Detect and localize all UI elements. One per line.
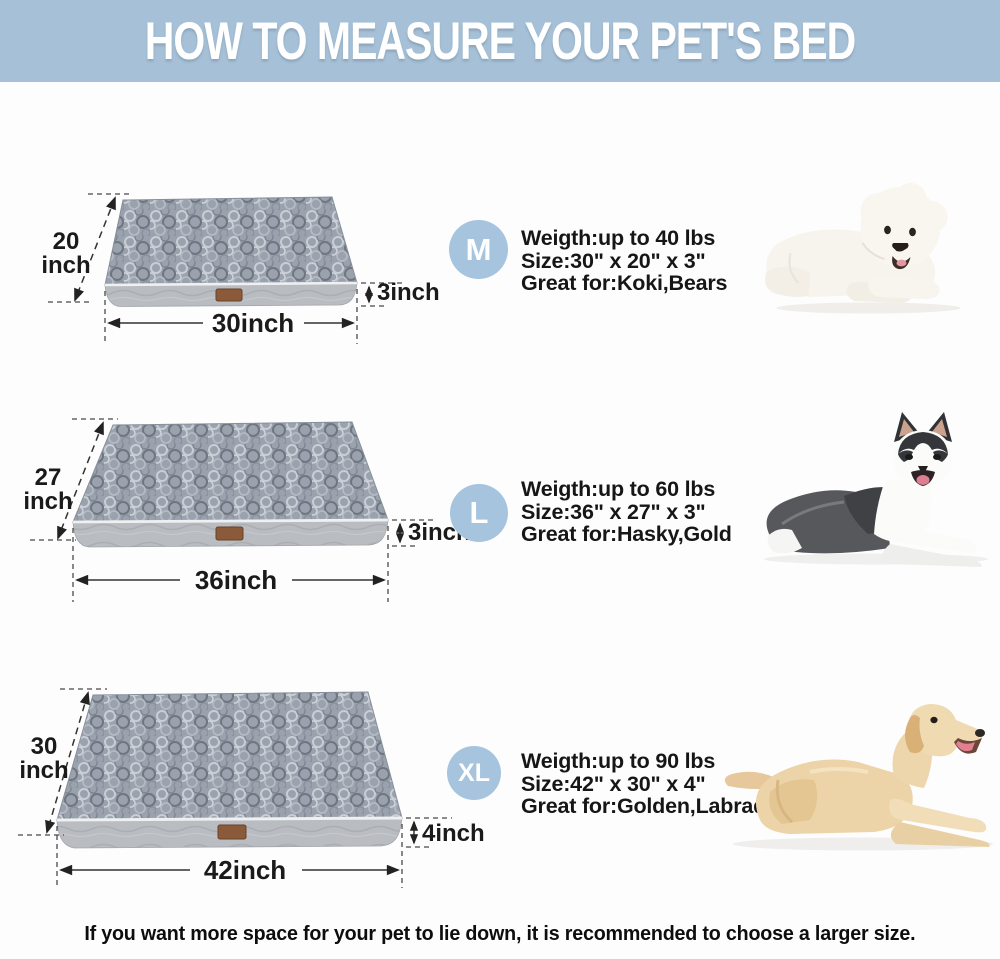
dog-tongue bbox=[956, 741, 975, 752]
bed-illustration bbox=[72, 421, 389, 548]
dog-front-leg bbox=[883, 524, 977, 553]
depth-dimension: 27 inch bbox=[23, 418, 118, 541]
footer-note-text: If you want more space for your pet to l… bbox=[84, 922, 916, 945]
depth-value-label: 30 bbox=[31, 733, 58, 760]
specs-m: Weigth:up to 40 lbs Size:30" x 20" x 3" … bbox=[521, 227, 727, 295]
dog-body bbox=[724, 732, 990, 847]
dog-front-leg bbox=[890, 822, 990, 847]
width-dimension: 30inch bbox=[104, 289, 358, 344]
depth-dimension: 30 inch bbox=[18, 688, 107, 836]
size-badge-letter: XL bbox=[458, 758, 490, 787]
bed-diagram-m: 20 inch 30inch 3inch bbox=[41, 193, 440, 344]
white-bichon-frise-photo bbox=[765, 183, 961, 314]
weight-spec: Weigth:up to 60 lbs bbox=[521, 477, 716, 501]
dog-eye bbox=[930, 716, 938, 724]
height-dimension: 3inch bbox=[361, 279, 440, 307]
great-for-spec: Great for:Golden,Labrador bbox=[521, 794, 788, 818]
golden-retriever-photo bbox=[724, 704, 993, 851]
bed-illustration bbox=[56, 691, 403, 849]
size-badge-l: L bbox=[450, 484, 508, 542]
width-dimension: 42inch bbox=[56, 824, 403, 888]
dog-nose bbox=[892, 243, 909, 252]
bed-piping bbox=[72, 518, 389, 524]
weight-spec: Weigth:up to 40 lbs bbox=[521, 226, 716, 250]
dog-eye bbox=[933, 454, 941, 460]
specs-l: Weigth:up to 60 lbs Size:36" x 27" x 3" … bbox=[521, 478, 732, 546]
header-banner: HOW TO MEASURE YOUR PET'S BED bbox=[0, 0, 1000, 82]
brand-tag bbox=[217, 824, 247, 840]
depth-value-label: 20 bbox=[53, 228, 80, 255]
width-label: 30inch bbox=[212, 308, 294, 338]
siberian-husky-photo bbox=[764, 412, 988, 567]
width-label: 36inch bbox=[195, 565, 277, 595]
brand-tag bbox=[215, 526, 244, 541]
depth-unit-label: inch bbox=[41, 252, 90, 279]
page-title: HOW TO MEASURE YOUR PET'S BED bbox=[144, 10, 856, 71]
dog-head bbox=[894, 412, 952, 486]
depth-unit-label: inch bbox=[23, 488, 72, 515]
bed-top-surface bbox=[72, 421, 389, 523]
size-badge-letter: L bbox=[469, 495, 489, 530]
size-badge-letter: M bbox=[465, 231, 492, 267]
height-dimension: 4inch bbox=[406, 817, 485, 848]
great-for-spec: Great for:Hasky,Gold bbox=[521, 522, 732, 546]
width-dimension: 36inch bbox=[72, 526, 389, 602]
depth-unit-label: inch bbox=[19, 757, 68, 784]
bed-illustration bbox=[104, 196, 358, 307]
specs-xl: Weigth:up to 90 lbs Size:42" x 30" x 4" … bbox=[521, 750, 787, 818]
dog-eye bbox=[905, 454, 913, 460]
dog-tongue bbox=[896, 259, 907, 267]
size-spec: Size:30" x 20" x 3" bbox=[521, 248, 706, 273]
bed-top-surface bbox=[104, 196, 358, 286]
width-label: 42inch bbox=[204, 855, 286, 885]
height-label: 3inch bbox=[377, 279, 440, 306]
dog-head bbox=[860, 183, 948, 270]
dog-nose bbox=[975, 729, 985, 737]
bed-piping bbox=[56, 816, 403, 822]
footer-note: If you want more space for your pet to l… bbox=[0, 922, 1000, 946]
dog-front-leg bbox=[889, 798, 987, 833]
size-spec: Size:42" x 30" x 4" bbox=[521, 771, 706, 796]
dog-front-leg bbox=[882, 544, 982, 567]
dog-eye bbox=[884, 225, 891, 235]
great-for-spec: Great for:Koki,Bears bbox=[521, 271, 728, 295]
size-badge-m: M bbox=[449, 220, 508, 279]
dog-ear bbox=[905, 715, 924, 754]
depth-dimension: 20 inch bbox=[41, 193, 133, 303]
bed-piping bbox=[104, 281, 358, 287]
bed-diagram-xl: 30 inch 42inch 4inch bbox=[18, 688, 485, 888]
height-label: 4inch bbox=[422, 820, 485, 847]
dog-tongue bbox=[916, 475, 930, 485]
weight-spec: Weigth:up to 90 lbs bbox=[521, 749, 716, 773]
dog-eye bbox=[909, 227, 916, 237]
dog-shadow bbox=[776, 302, 961, 314]
dog-head bbox=[905, 704, 985, 757]
size-spec: Size:36" x 27" x 3" bbox=[521, 499, 706, 524]
brand-tag bbox=[215, 288, 243, 302]
bed-diagram-l: 27 inch 36inch 3inch bbox=[23, 418, 471, 602]
size-badge-xl: XL bbox=[447, 746, 501, 800]
dog-body bbox=[766, 474, 982, 567]
bed-top-surface bbox=[56, 691, 403, 821]
depth-value-label: 27 bbox=[35, 464, 62, 491]
